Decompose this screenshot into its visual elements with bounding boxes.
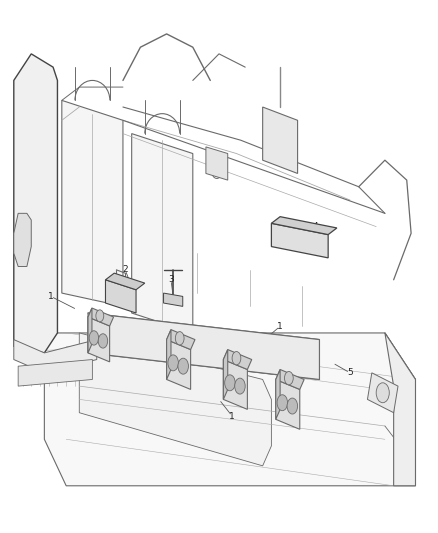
Polygon shape: [18, 360, 92, 386]
Polygon shape: [206, 147, 228, 180]
Polygon shape: [223, 360, 247, 409]
Polygon shape: [106, 273, 145, 290]
Polygon shape: [223, 350, 252, 369]
Circle shape: [178, 358, 188, 374]
Circle shape: [96, 310, 104, 322]
Polygon shape: [62, 100, 123, 306]
Text: 1: 1: [229, 411, 235, 421]
Circle shape: [175, 332, 184, 345]
Polygon shape: [88, 313, 319, 379]
Circle shape: [376, 383, 389, 403]
Polygon shape: [88, 317, 110, 362]
Polygon shape: [263, 107, 297, 173]
Polygon shape: [223, 350, 228, 399]
Circle shape: [232, 352, 241, 365]
Circle shape: [89, 331, 99, 345]
Polygon shape: [276, 369, 304, 390]
Polygon shape: [276, 379, 300, 429]
Polygon shape: [132, 134, 193, 333]
Circle shape: [225, 375, 235, 391]
Circle shape: [98, 334, 108, 348]
Text: 2: 2: [122, 265, 128, 274]
Polygon shape: [106, 280, 136, 313]
Polygon shape: [166, 329, 171, 379]
Circle shape: [235, 378, 245, 394]
Polygon shape: [14, 54, 57, 353]
Circle shape: [277, 395, 288, 411]
Polygon shape: [166, 340, 191, 390]
Polygon shape: [14, 340, 97, 373]
Polygon shape: [44, 333, 416, 486]
Polygon shape: [163, 293, 183, 306]
Circle shape: [168, 355, 178, 371]
Polygon shape: [276, 369, 280, 419]
Polygon shape: [88, 308, 113, 326]
Polygon shape: [272, 216, 337, 235]
Polygon shape: [367, 373, 398, 413]
Text: 5: 5: [347, 368, 353, 377]
Text: 1: 1: [48, 292, 54, 301]
Polygon shape: [272, 223, 328, 258]
Polygon shape: [385, 333, 416, 486]
Circle shape: [287, 398, 297, 414]
Polygon shape: [166, 329, 195, 350]
Polygon shape: [88, 308, 92, 353]
Circle shape: [285, 372, 293, 385]
Polygon shape: [79, 333, 272, 466]
Text: 3: 3: [168, 275, 174, 284]
Polygon shape: [14, 213, 31, 266]
Text: 1: 1: [277, 322, 283, 331]
Text: 4: 4: [312, 222, 318, 231]
